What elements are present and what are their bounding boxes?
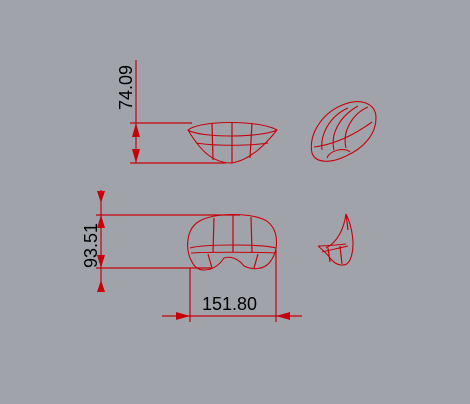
dimension-label-top: 74.09 — [116, 65, 136, 110]
seat-side-view[interactable] — [317, 213, 354, 266]
seat-front-view[interactable] — [187, 214, 278, 271]
dimension-bottom-horizontal[interactable]: 151.80 — [162, 250, 302, 322]
seat-perspective-view[interactable] — [310, 101, 377, 162]
seat-profile-top-view[interactable] — [187, 121, 278, 164]
dimension-top-vertical[interactable]: 74.09 — [116, 60, 226, 164]
dimension-label-bottom-vertical: 93.51 — [81, 223, 101, 268]
dimension-label-bottom-horizontal: 151.80 — [202, 294, 257, 314]
dimension-bottom-vertical[interactable]: 93.51 — [81, 190, 240, 292]
